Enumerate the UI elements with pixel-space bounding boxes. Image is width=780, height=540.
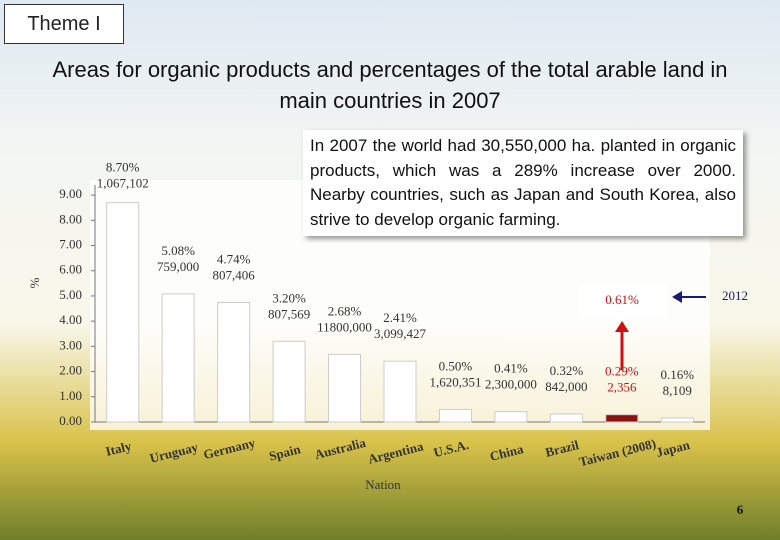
bar: [161, 293, 195, 423]
area-label: 807,406: [213, 267, 256, 282]
y-tick-label: 1.00: [59, 388, 82, 403]
x-tick-label: China: [488, 441, 525, 464]
value-label: 0.16%: [660, 367, 694, 382]
y-tick-label: 5.00: [59, 287, 82, 302]
x-tick-label: Spain: [267, 441, 302, 463]
bar: [328, 353, 362, 423]
value-label: 5.08%: [161, 243, 195, 258]
bar: [605, 414, 639, 423]
bar: [106, 202, 140, 423]
bar: [494, 411, 528, 423]
x-tick-label: Taiwan (2008): [577, 436, 657, 470]
bar: [272, 340, 306, 423]
y-tick-label: 2.00: [59, 363, 82, 378]
area-label: 1,067,102: [97, 176, 149, 191]
value-label: 0.32%: [550, 363, 584, 378]
x-tick-label: Australia: [313, 435, 368, 462]
x-tick-label: Japan: [655, 437, 692, 460]
arrowhead: [615, 321, 629, 332]
y-tick-label: 3.00: [59, 337, 82, 352]
y-axis-label: %: [27, 277, 42, 288]
value-label: 2.68%: [328, 303, 362, 318]
value-label: 3.20%: [272, 290, 306, 305]
y-tick-label: 0.00: [59, 413, 82, 428]
value-label: 0.29%: [605, 364, 639, 379]
x-tick-label: Argentina: [366, 438, 425, 466]
area-label: 807,569: [268, 306, 310, 321]
area-label: 8,109: [663, 383, 692, 398]
area-label: 3,099,427: [374, 326, 427, 341]
y-tick-label: 8.00: [59, 211, 82, 226]
bar: [549, 413, 583, 423]
area-label: 11800,000: [317, 319, 372, 334]
value-label: 8.70%: [106, 160, 140, 175]
arrowhead: [672, 291, 682, 303]
area-label: 842,000: [545, 379, 587, 394]
y-tick-label: 7.00: [59, 236, 82, 251]
y-tick-label: 9.00: [59, 186, 82, 201]
x-tick-label: Brazil: [544, 437, 581, 460]
page-number: 6: [737, 502, 744, 517]
area-label: 759,000: [157, 259, 199, 274]
x-axis-label: Nation: [365, 477, 401, 492]
bar: [383, 360, 417, 423]
y-tick-label: 4.00: [59, 312, 82, 327]
area-label: 1,620,351: [429, 374, 481, 389]
highlight-value: 0.61%: [605, 292, 639, 307]
value-label: 4.74%: [217, 251, 251, 266]
value-label: 0.41%: [494, 361, 528, 376]
x-tick-label: Germany: [202, 435, 257, 462]
x-tick-label: Italy: [104, 438, 133, 459]
x-tick-label: Uruguay: [148, 439, 200, 466]
area-label: 2,356: [607, 380, 637, 395]
bar: [438, 408, 472, 423]
area-label: 2,300,000: [485, 377, 537, 392]
bar: [660, 417, 694, 423]
y-tick-label: 6.00: [59, 262, 82, 277]
value-label: 2.41%: [383, 310, 417, 325]
slide-title: Areas for organic products and percentag…: [52, 57, 728, 113]
bar: [217, 301, 251, 423]
note-box: In 2007 the world had 30,550,000 ha. pla…: [303, 130, 743, 236]
value-label: 0.50%: [439, 358, 473, 373]
x-tick-label: U.S.A.: [432, 437, 470, 460]
theme-label: Theme I: [4, 4, 124, 44]
highlight-box: [578, 283, 666, 319]
highlight-year: 2012: [722, 288, 748, 303]
